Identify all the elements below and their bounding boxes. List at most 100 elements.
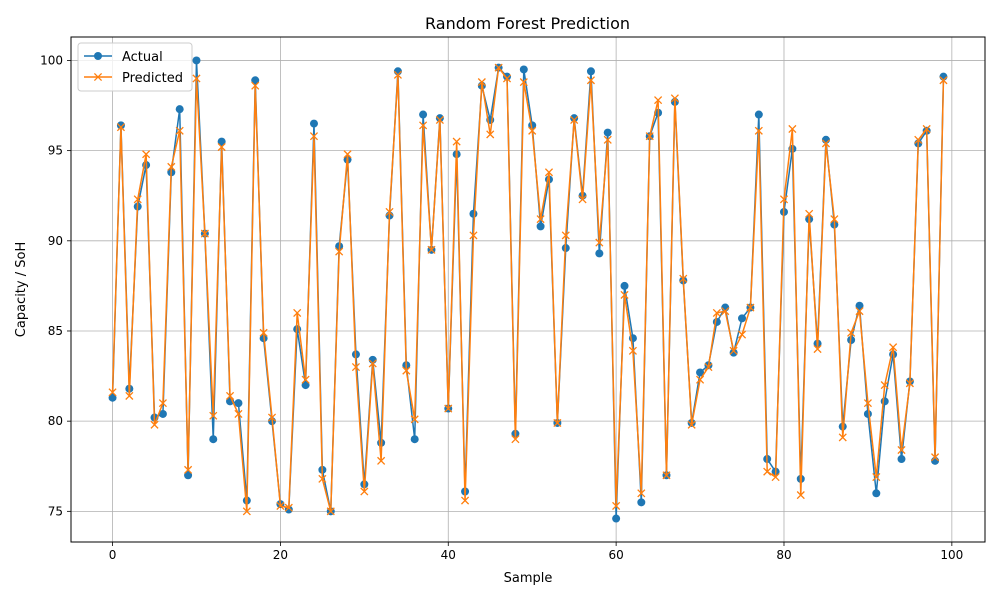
data-point-predicted: [679, 274, 688, 283]
ticks: 0 20 40 60 80 100 75 80 85 90 95 100: [40, 53, 963, 562]
data-point-actual: [637, 498, 646, 507]
data-point-predicted: [612, 501, 621, 510]
data-point-predicted: [561, 231, 570, 240]
data-point-actual: [158, 409, 167, 418]
data-point-predicted: [645, 132, 654, 141]
x-tick-label: 60: [608, 548, 623, 562]
data-point-predicted: [914, 135, 923, 144]
data-point-predicted: [217, 142, 226, 152]
data-point-predicted: [796, 491, 805, 500]
data-point-predicted: [175, 126, 184, 135]
data-point-predicted: [553, 418, 562, 428]
data-point-actual: [872, 489, 881, 498]
data-point-actual: [620, 281, 629, 290]
legend-marker: [94, 52, 102, 60]
data-point-predicted: [511, 435, 520, 444]
series-line-predicted: [111, 66, 945, 513]
data-point-predicted: [318, 474, 327, 483]
data-point-actual: [729, 348, 738, 357]
data-point-actual: [251, 76, 260, 85]
data-point-actual: [175, 105, 184, 114]
data-point-predicted: [897, 445, 906, 455]
data-point-actual: [696, 368, 705, 377]
data-point-predicted: [939, 76, 948, 85]
data-point-actual: [536, 222, 545, 231]
data-point-predicted: [528, 126, 537, 135]
data-point-predicted: [452, 137, 461, 146]
data-point-predicted: [402, 366, 411, 375]
data-point-predicted: [435, 115, 444, 125]
y-tick-label: 85: [48, 324, 63, 338]
data-point-actual: [192, 56, 201, 65]
legend: Actual Predicted: [77, 42, 193, 92]
data-point-predicted: [234, 409, 243, 419]
data-point-predicted: [536, 215, 545, 224]
data-point-predicted: [603, 135, 612, 144]
y-axis-label: Capacity / SoH: [14, 242, 29, 337]
data-point-predicted: [847, 328, 856, 337]
data-point-predicted: [385, 207, 394, 217]
data-point-actual: [754, 110, 763, 119]
data-point-predicted: [200, 229, 209, 238]
data-point-predicted: [167, 162, 176, 171]
data-point-actual: [469, 209, 478, 218]
legend-entry-predicted: Predicted: [84, 71, 183, 86]
data-point-predicted: [704, 362, 713, 372]
data-point-predicted: [377, 456, 386, 465]
data-point-predicted: [225, 391, 235, 400]
data-point-predicted: [737, 330, 747, 339]
data-point-actual: [595, 249, 604, 258]
data-point-predicted: [729, 346, 738, 355]
data-point-predicted: [125, 391, 134, 400]
data-point-actual: [217, 137, 226, 146]
data-point-predicted: [586, 76, 596, 85]
data-point-predicted: [662, 471, 671, 480]
data-point-actual: [712, 317, 721, 326]
data-point-predicted: [670, 94, 679, 103]
data-point-predicted: [931, 453, 940, 462]
data-point-predicted: [444, 404, 453, 413]
legend-label: Actual: [122, 50, 163, 65]
data-point-actual: [301, 381, 310, 390]
data-point-actual: [435, 114, 444, 123]
data-point-predicted: [830, 215, 839, 224]
data-point-predicted: [880, 381, 889, 390]
data-point-predicted: [502, 74, 512, 83]
x-axis-label: Sample: [504, 571, 553, 586]
plot-area: 0 20 40 60 80 100 75 80 85 90 95 100: [40, 36, 986, 562]
data-point-predicted: [192, 74, 201, 83]
data-point-predicted: [335, 247, 344, 256]
axes-frame: [70, 36, 986, 543]
data-point-predicted: [637, 489, 646, 498]
data-point-predicted: [133, 195, 142, 204]
data-point-actual: [855, 301, 864, 310]
data-point-predicted: [620, 290, 629, 299]
data-point-actual: [209, 435, 218, 444]
x-tick-label: 0: [109, 548, 117, 562]
data-point-actual: [419, 110, 428, 119]
data-point-predicted: [326, 507, 335, 516]
data-point-actual: [184, 471, 193, 480]
data-point-actual: [116, 121, 125, 130]
data-point-actual: [108, 393, 117, 402]
data-point-predicted: [477, 78, 486, 87]
data-point-predicted: [343, 150, 352, 159]
data-point-predicted: [922, 124, 931, 134]
axes-background: [71, 37, 985, 542]
data-point-predicted: [779, 195, 789, 204]
x-tick-label: 80: [776, 548, 791, 562]
data-point-predicted: [544, 168, 554, 177]
data-point-predicted: [419, 121, 428, 130]
series-predicted: [108, 63, 948, 516]
data-point-predicted: [469, 231, 478, 240]
data-point-predicted: [301, 375, 310, 384]
data-point-actual: [603, 128, 612, 137]
x-tick-label: 20: [273, 548, 288, 562]
data-point-predicted: [460, 496, 470, 505]
data-point-predicted: [788, 124, 797, 134]
data-point-predicted: [805, 209, 814, 218]
data-point-predicted: [158, 399, 167, 408]
data-point-predicted: [393, 70, 402, 79]
data-point-actual: [519, 65, 528, 74]
chart-title: Random Forest Prediction: [425, 14, 630, 33]
